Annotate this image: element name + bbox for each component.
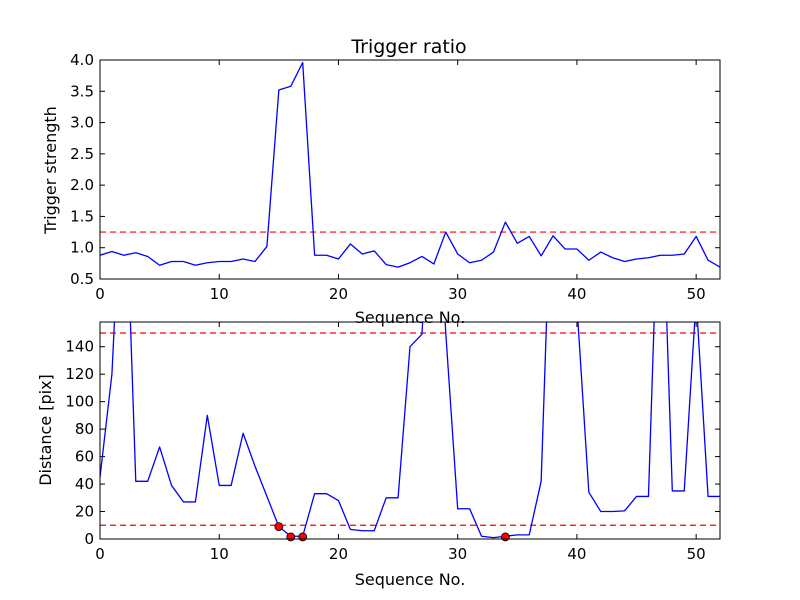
y-tick-label: 3.5 bbox=[70, 82, 94, 100]
y-tick-label: 40 bbox=[75, 475, 94, 493]
x-tick-label: 20 bbox=[329, 285, 348, 303]
y-tick-label: 120 bbox=[65, 365, 94, 383]
detection-point bbox=[298, 532, 308, 542]
y-tick-label: 3.0 bbox=[70, 114, 94, 132]
detection-point bbox=[500, 532, 510, 542]
series-line bbox=[100, 61, 720, 268]
axis-ticks: 0 10 20 30 40 50 0.5 1.0 1.5 2.0 2.5 3.0 3.5 4.0 bbox=[70, 51, 720, 303]
detection-point bbox=[274, 522, 284, 532]
y-axis-label: Trigger strength bbox=[41, 106, 60, 235]
x-tick-label: 10 bbox=[210, 285, 229, 303]
y-axis-label: Distance [pix] bbox=[36, 374, 55, 486]
y-tick-label: 4.0 bbox=[70, 51, 94, 69]
threshold-lines bbox=[100, 332, 720, 526]
y-tick-label: 80 bbox=[75, 420, 94, 438]
y-tick-label: 1.5 bbox=[70, 207, 94, 225]
series-lines bbox=[100, 322, 720, 539]
series-line bbox=[100, 322, 720, 539]
series-lines bbox=[100, 61, 720, 268]
x-tick-label: 40 bbox=[567, 285, 586, 303]
y-tick-label: 2.5 bbox=[70, 145, 94, 163]
x-tick-label: 50 bbox=[687, 545, 706, 563]
x-axis-label: Sequence No. bbox=[355, 570, 466, 589]
y-tick-label: 60 bbox=[75, 448, 94, 466]
x-tick-label: 30 bbox=[448, 545, 467, 563]
x-tick-label: 50 bbox=[687, 285, 706, 303]
plot-frame bbox=[99, 59, 721, 280]
x-tick-label: 10 bbox=[210, 545, 229, 563]
x-tick-label: 30 bbox=[448, 285, 467, 303]
plot-title: Trigger ratio bbox=[350, 36, 466, 58]
y-tick-label: 1.0 bbox=[70, 239, 94, 257]
y-tick-label: 2.0 bbox=[70, 176, 94, 194]
x-tick-label: 20 bbox=[329, 545, 348, 563]
distance-plot: 0 10 20 30 40 50 0 20 40 60 80 100 120 140 Sequence N… bbox=[36, 321, 721, 589]
y-tick-label: 0.5 bbox=[70, 270, 94, 288]
detection-point bbox=[286, 532, 296, 542]
x-axis-label: Sequence No. bbox=[355, 308, 466, 327]
y-tick-label: 140 bbox=[65, 338, 94, 356]
x-tick-label: 40 bbox=[567, 545, 586, 563]
plot-frame bbox=[99, 321, 721, 540]
axis-ticks: 0 10 20 30 40 50 0 20 40 60 80 100 120 140 bbox=[65, 322, 720, 563]
y-tick-label: 0 bbox=[84, 530, 94, 548]
y-tick-label: 100 bbox=[65, 393, 94, 411]
x-tick-label: 0 bbox=[95, 285, 105, 303]
y-tick-label: 20 bbox=[75, 503, 94, 521]
x-tick-label: 0 bbox=[95, 545, 105, 563]
